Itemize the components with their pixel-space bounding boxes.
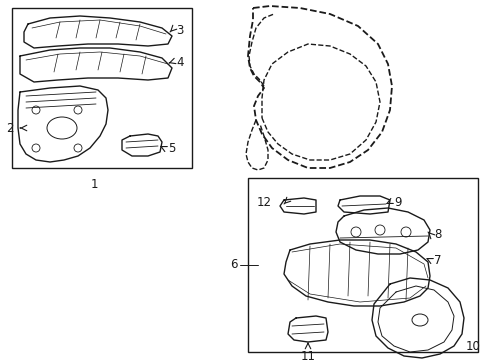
Text: 1: 1 [90,178,98,191]
Text: 8: 8 [433,228,441,240]
Text: 4: 4 [176,55,183,68]
Bar [12,8,192,168]
Bar [247,178,477,352]
Text: 5: 5 [168,141,175,154]
Text: 9: 9 [393,195,401,208]
Text: 10: 10 [465,339,480,352]
Text: 3: 3 [176,23,183,36]
Text: 2: 2 [6,122,14,135]
Text: 6: 6 [230,258,238,271]
Text: 7: 7 [433,253,441,266]
Text: 11: 11 [300,350,315,360]
Text: 12: 12 [257,195,271,208]
